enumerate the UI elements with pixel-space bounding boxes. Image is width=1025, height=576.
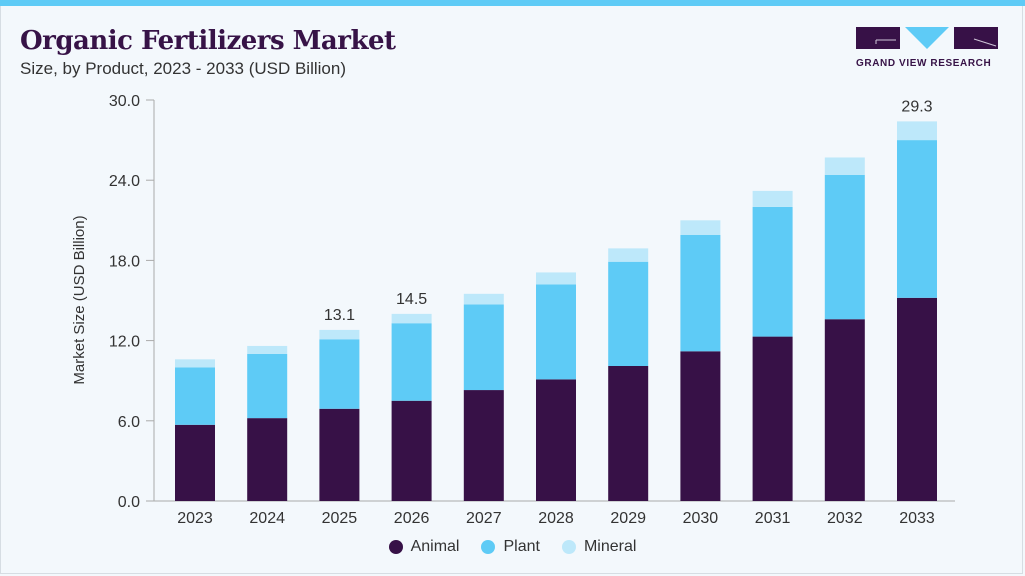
y-tick-label: 24.0 bbox=[109, 173, 140, 190]
bar-animal-2030 bbox=[680, 351, 721, 501]
y-tick-label: 18.0 bbox=[109, 253, 140, 270]
x-tick-label: 2031 bbox=[755, 510, 791, 527]
x-tick-label: 2027 bbox=[466, 510, 502, 527]
legend-item-plant: Plant bbox=[481, 538, 540, 556]
bar-mineral-2027 bbox=[463, 293, 504, 305]
bar-mineral-2032 bbox=[824, 157, 865, 175]
data-label-2025: 13.1 bbox=[324, 307, 355, 324]
bar-plant-2027 bbox=[463, 304, 504, 391]
bar-mineral-2033 bbox=[897, 121, 937, 141]
legend-swatch-animal bbox=[388, 540, 403, 554]
bar-mineral-2031 bbox=[752, 190, 793, 207]
legend-label: Mineral bbox=[583, 538, 637, 555]
logo-text: GRAND VIEW RESEARCH bbox=[856, 58, 992, 69]
chart-subtitle: Size, by Product, 2023 - 2033 (USD Billi… bbox=[20, 59, 346, 78]
bar-mineral-2028 bbox=[536, 272, 576, 285]
bar-animal-2033 bbox=[897, 297, 937, 501]
bar-plant-2028 bbox=[536, 284, 576, 380]
bar-animal-2027 bbox=[463, 390, 504, 501]
bar-mineral-2029 bbox=[608, 248, 649, 262]
x-tick-label: 2028 bbox=[538, 510, 574, 527]
y-tick-label: 30.0 bbox=[109, 93, 140, 110]
legend-label: Animal bbox=[410, 538, 460, 555]
top-accent-bar bbox=[0, 0, 1025, 6]
x-tick-label: 2024 bbox=[249, 510, 285, 527]
bar-animal-2025 bbox=[319, 408, 360, 501]
bar-plant-2025 bbox=[319, 339, 360, 409]
x-tick-label: 2032 bbox=[827, 510, 863, 527]
legend-swatch-mineral bbox=[561, 540, 576, 554]
x-tick-label: 2029 bbox=[610, 510, 646, 527]
data-label-2026: 14.5 bbox=[396, 291, 427, 308]
bar-animal-2031 bbox=[752, 336, 793, 501]
bar-animal-2023 bbox=[175, 424, 215, 501]
bar-mineral-2030 bbox=[680, 220, 721, 236]
bar-animal-2026 bbox=[391, 400, 432, 501]
chart-frame bbox=[0, 6, 1023, 574]
y-axis-label: Market Size (USD Billion) bbox=[71, 215, 88, 384]
bar-mineral-2026 bbox=[391, 313, 432, 324]
bar-animal-2032 bbox=[824, 319, 865, 501]
y-tick-label: 12.0 bbox=[109, 334, 140, 351]
x-tick-label: 2025 bbox=[322, 510, 358, 527]
legend-item-animal: Animal bbox=[388, 538, 460, 556]
legend-label: Plant bbox=[503, 538, 540, 555]
bar-animal-2024 bbox=[247, 418, 288, 501]
y-tick-label: 6.0 bbox=[118, 414, 140, 431]
bar-plant-2024 bbox=[247, 353, 288, 419]
bar-animal-2028 bbox=[536, 379, 576, 501]
x-tick-label: 2030 bbox=[683, 510, 719, 527]
legend-item-mineral: Mineral bbox=[561, 538, 637, 556]
bar-plant-2029 bbox=[608, 261, 649, 366]
x-tick-label: 2023 bbox=[177, 510, 213, 527]
bar-mineral-2023 bbox=[175, 359, 215, 368]
bar-plant-2031 bbox=[752, 206, 793, 337]
x-tick-label: 2033 bbox=[899, 510, 935, 527]
bar-animal-2029 bbox=[608, 365, 649, 501]
bar-plant-2023 bbox=[175, 367, 215, 425]
bar-mineral-2025 bbox=[319, 329, 360, 340]
data-label-2033: 29.3 bbox=[901, 98, 932, 115]
bar-plant-2030 bbox=[680, 235, 721, 352]
bar-plant-2026 bbox=[391, 323, 432, 401]
legend: Animal Plant Mineral bbox=[0, 538, 1025, 556]
bar-plant-2033 bbox=[897, 140, 937, 298]
chart-title: Organic Fertilizers Market bbox=[20, 26, 396, 56]
x-tick-label: 2026 bbox=[394, 510, 430, 527]
grand-view-research-logo: GRAND VIEW RESEARCH bbox=[856, 27, 998, 73]
legend-swatch-plant bbox=[481, 540, 496, 554]
y-tick-label: 0.0 bbox=[118, 494, 140, 511]
gvr-logo-icon bbox=[856, 27, 998, 49]
bar-mineral-2024 bbox=[247, 345, 288, 354]
bar-plant-2032 bbox=[824, 174, 865, 320]
